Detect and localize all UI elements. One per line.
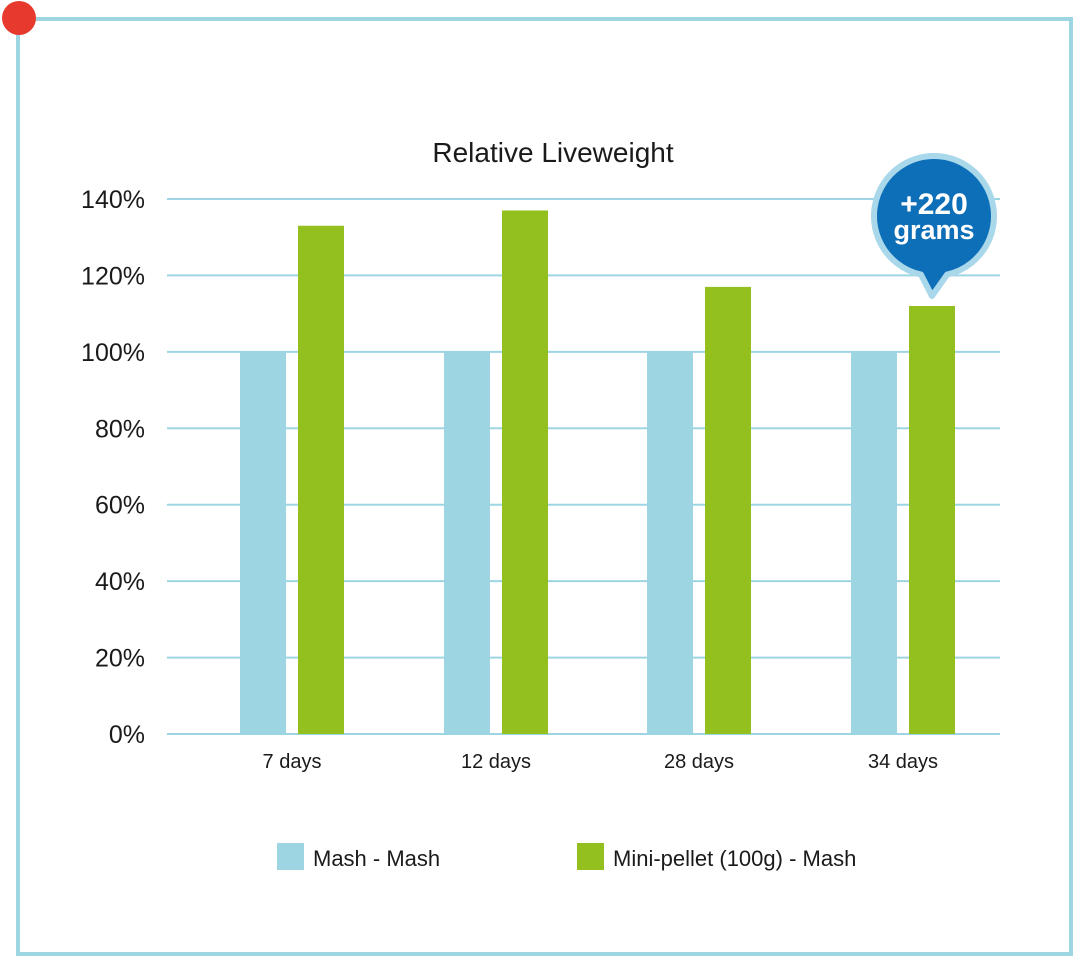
legend: Mash - Mash Mini-pellet (100g) - Mash [277,843,856,871]
bar-mash-mash-1 [444,351,490,734]
legend-label-mini-pellet: Mini-pellet (100g) - Mash [613,846,856,871]
y-tick-label: 80% [95,415,145,443]
legend-swatch-mini-pellet [577,843,604,870]
bars [240,210,955,734]
callout-unit: grams [893,215,974,245]
y-tick-label: 140% [81,186,145,214]
callout-badge: +220 grams [871,153,997,299]
bar-mini-pellet-1 [502,210,548,734]
bar-mini-pellet-3 [909,306,955,734]
bar-mini-pellet-0 [298,225,344,734]
y-tick-label: 40% [95,568,145,596]
x-tick-label: 7 days [263,751,322,773]
y-tick-label: 0% [109,721,145,749]
x-tick-label: 12 days [461,751,531,773]
bar-mash-mash-0 [240,351,286,734]
corner-dot-marker [2,1,36,35]
x-axis-tick-labels: 7 days 12 days 28 days 34 days [263,751,939,773]
callout-value: +220 [900,188,968,221]
callout-bubble [871,153,997,299]
x-tick-label: 34 days [868,751,938,773]
y-tick-label: 60% [95,492,145,520]
chart-title: Relative Liveweight [432,137,673,168]
bar-mini-pellet-2 [705,286,751,734]
bar-mash-mash-2 [647,351,693,734]
y-axis-tick-labels: 0% 20% 40% 60% 80% 100% 120% 140% [81,186,145,749]
legend-label-mash-mash: Mash - Mash [313,846,440,871]
bar-mash-mash-3 [851,351,897,734]
y-tick-label: 120% [81,262,145,290]
x-tick-label: 28 days [664,751,734,773]
legend-swatch-mash-mash [277,843,304,870]
y-tick-label: 20% [95,645,145,673]
y-tick-label: 100% [81,339,145,367]
